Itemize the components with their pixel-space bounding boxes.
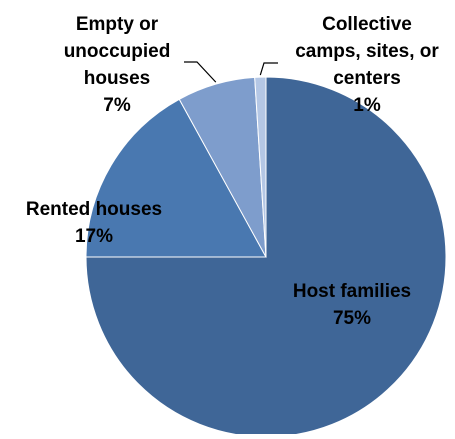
data-label-text: unoccupied [64, 41, 171, 62]
data-label-text: centers [333, 68, 401, 89]
leader-lines [184, 61, 278, 83]
leader-line-2 [184, 61, 217, 83]
data-label-text: Rented houses [26, 199, 162, 220]
pie-slice-1 [85, 98, 267, 258]
data-label-percent: 17% [75, 226, 113, 247]
data-label-text: Host families [293, 281, 411, 302]
leader-line-3 [259, 62, 278, 76]
pie-slice-3 [254, 76, 267, 258]
data-label-percent: 75% [333, 308, 371, 329]
data-label-3: Collective camps, sites, or centers 1% [295, 14, 439, 116]
data-label-text: houses [84, 68, 151, 89]
data-label-0: Host families 75% [293, 281, 411, 329]
data-label-text: Collective [322, 14, 412, 35]
data-labels: Host families 75% Rented houses 17% Empty or… [26, 14, 440, 329]
pie-slice-0 [85, 76, 447, 438]
data-label-text: Empty or [76, 14, 159, 35]
data-label-percent: 1% [353, 95, 381, 116]
data-label-percent: 7% [103, 95, 131, 116]
data-label-text: camps, sites, or [295, 41, 439, 62]
pie-slices [85, 76, 447, 438]
data-label-1: Rented houses 17% [26, 199, 162, 247]
data-label-2: Empty or unoccupied houses 7% [64, 14, 171, 116]
